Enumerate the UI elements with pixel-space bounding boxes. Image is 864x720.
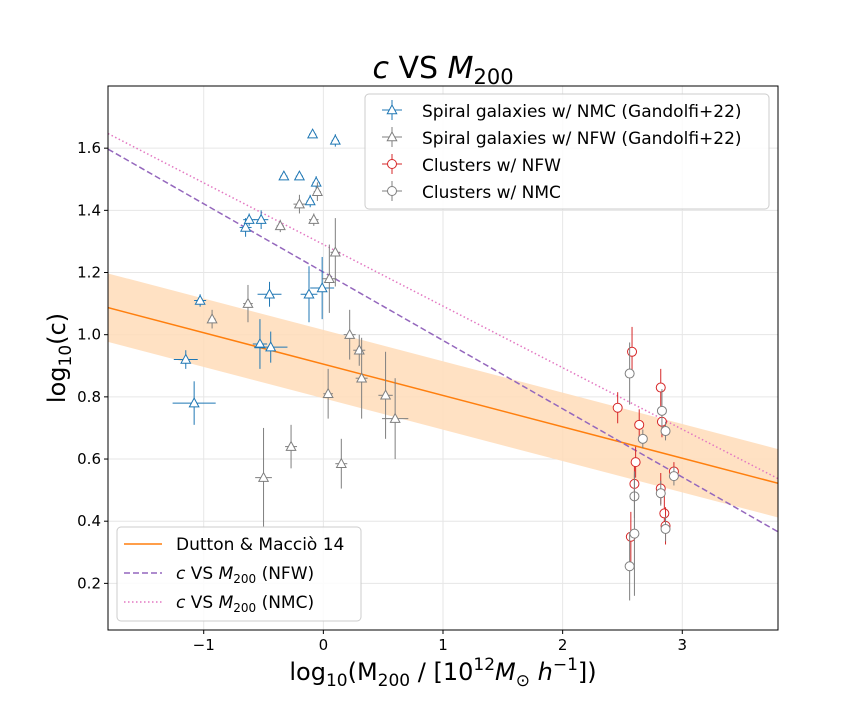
y-tick-label: 1.2 xyxy=(77,264,101,282)
x-tick-label: 0 xyxy=(319,636,329,654)
legend-bottom-box xyxy=(116,526,362,622)
spiral-nfw-point xyxy=(322,387,334,398)
spiral-nmc-point xyxy=(194,294,206,305)
chart-title: c VS M200 xyxy=(372,51,513,89)
clusters-nfw-point xyxy=(659,508,670,519)
clusters-nmc-point xyxy=(668,471,679,482)
spiral-nfw-point xyxy=(323,272,335,283)
spiral-nfw-point xyxy=(274,219,286,231)
spiral-nfw-point xyxy=(335,457,347,468)
spiral-nfw-point xyxy=(311,185,323,196)
spiral-nmc-point xyxy=(278,170,290,181)
line-dutton xyxy=(108,306,778,485)
legend-label-fit-nfw: c VS M200 (NFW) xyxy=(176,564,314,586)
legend-top-markers xyxy=(382,100,402,201)
legend-marker-clusters-nmc xyxy=(387,186,397,196)
spiral-nfw-point xyxy=(257,471,270,482)
x-axis-label: log10(M200 / [1012M⊙ h−1]) xyxy=(289,655,596,691)
y-tick-label: 0.6 xyxy=(77,450,101,468)
spiral-nfw-point xyxy=(389,412,401,423)
clusters-nfw-point xyxy=(655,382,666,393)
x-tick-label: 1 xyxy=(438,636,448,654)
clusters-nmc-point xyxy=(624,561,635,572)
data-points xyxy=(172,128,679,601)
spiral-nmc-point xyxy=(263,288,276,299)
spiral-nmc-point xyxy=(316,282,328,293)
spiral-nmc-point xyxy=(239,221,252,232)
legend-marker-spiral-nfw xyxy=(386,130,398,142)
clusters-nmc-point xyxy=(656,405,667,416)
legend-label-spiral-nmc: Spiral galaxies w/ NMC (Gandolfi+22) xyxy=(422,102,742,122)
clusters-nfw-point xyxy=(627,346,638,357)
spiral-nmc-point xyxy=(188,397,200,408)
legend-label-clusters-nmc: Clusters w/ NMC xyxy=(422,183,561,203)
spiral-nmc-point xyxy=(265,341,277,352)
legend-label-dutton: Dutton & Macciò 14 xyxy=(176,535,344,555)
clusters-nmc-point xyxy=(629,528,640,539)
y-axis-label: log10(c) xyxy=(43,313,76,403)
x-tick-label: 2 xyxy=(558,636,568,654)
spiral-nmc-point xyxy=(306,128,319,139)
y-tick-label: 1.0 xyxy=(77,326,101,344)
spiral-nmc-point xyxy=(254,337,266,349)
x-tick-label: 3 xyxy=(678,636,688,654)
y-tick-label: 1.6 xyxy=(77,139,101,157)
spiral-nmc-point xyxy=(255,213,267,224)
spiral-nmc-point xyxy=(310,176,322,187)
legend-top-box xyxy=(364,93,770,210)
spiral-nfw-point xyxy=(293,198,306,209)
clusters-nfw-point xyxy=(630,457,641,468)
spiral-nfw-point xyxy=(344,328,356,339)
clusters-nfw-point xyxy=(634,419,645,430)
spiral-nmc-point xyxy=(243,213,255,224)
y-tick-label: 1.4 xyxy=(77,201,101,219)
legend-top: Spiral galaxies w/ NMC (Gandolfi+22) Spi… xyxy=(364,93,770,210)
legend-label-fit-nmc: c VS M200 (NMC) xyxy=(176,593,314,615)
spiral-nfw-point xyxy=(308,213,320,224)
clusters-nfw-point xyxy=(612,402,623,413)
spiral-nmc-point xyxy=(180,353,192,364)
clusters-nmc-point xyxy=(660,523,671,534)
spiral-nmc-point xyxy=(293,170,306,181)
clusters-nmc-point xyxy=(655,488,666,499)
spiral-nmc-point xyxy=(304,194,316,206)
legend-marker-clusters-nfw xyxy=(387,159,397,169)
legend-label-spiral-nfw: Spiral galaxies w/ NFW (Gandolfi+22) xyxy=(422,129,742,149)
plot-area xyxy=(108,128,778,601)
clusters-nmc-point xyxy=(637,433,648,444)
x-tick-label: −1 xyxy=(193,636,215,654)
spiral-nmc-point xyxy=(303,288,315,299)
spiral-nfw-point xyxy=(329,246,341,257)
spiral-nfw-point xyxy=(356,372,368,383)
legend-label-clusters-nfw: Clusters w/ NFW xyxy=(422,156,561,176)
clusters-nmc-point xyxy=(624,368,635,379)
line-fit-nfw xyxy=(108,148,778,533)
y-tick-label: 0.4 xyxy=(77,512,101,530)
y-tick-label: 0.2 xyxy=(77,574,101,592)
x-axis-ticks: −1 0 1 2 3 xyxy=(193,630,687,654)
spiral-nmc-point xyxy=(329,134,341,145)
spiral-nfw-point xyxy=(285,440,297,451)
spiral-nfw-point xyxy=(379,389,392,400)
spiral-nfw-point xyxy=(242,297,254,308)
legend-bottom: Dutton & Macciò 14 c VS M200 (NFW) c VS … xyxy=(116,526,362,622)
y-tick-label: 0.8 xyxy=(77,388,101,406)
clusters-nmc-point xyxy=(660,426,671,437)
y-axis-ticks: 0.2 0.4 0.6 0.8 1.0 1.2 1.4 1.6 xyxy=(77,139,108,592)
legend-marker-spiral-nmc xyxy=(386,103,398,115)
spiral-nfw-point xyxy=(206,313,218,324)
